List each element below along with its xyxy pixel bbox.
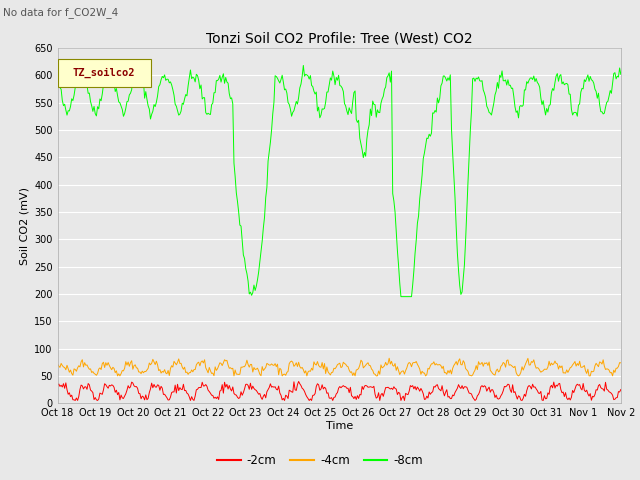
Title: Tonzi Soil CO2 Profile: Tree (West) CO2: Tonzi Soil CO2 Profile: Tree (West) CO2	[206, 32, 472, 46]
FancyBboxPatch shape	[58, 59, 150, 87]
Text: TZ_soilco2: TZ_soilco2	[72, 67, 135, 78]
Y-axis label: Soil CO2 (mV): Soil CO2 (mV)	[20, 187, 30, 264]
Text: No data for f_CO2W_4: No data for f_CO2W_4	[3, 7, 118, 18]
X-axis label: Time: Time	[326, 421, 353, 431]
Legend: -2cm, -4cm, -8cm: -2cm, -4cm, -8cm	[212, 449, 428, 472]
